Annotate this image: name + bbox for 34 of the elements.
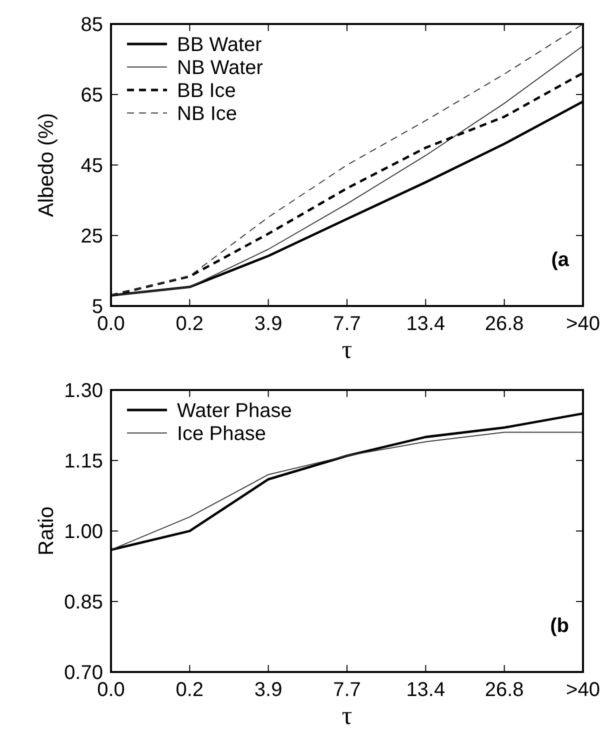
y-tick-label: 85 — [80, 14, 103, 36]
y-tick-label: 1.30 — [64, 380, 103, 402]
x-tick-label: 0.0 — [97, 679, 125, 701]
x-tick-label: 13.4 — [406, 679, 446, 701]
x-tick-label: 0.0 — [97, 313, 125, 335]
x-tick-label: >40 — [566, 679, 600, 701]
y-axis-title: Albedo (%) — [35, 113, 58, 217]
x-tick-label: 26.8 — [484, 313, 524, 335]
x-tick-label: 7.7 — [333, 679, 361, 701]
legend-label: Water Phase — [177, 400, 292, 422]
x-tick-label: >40 — [566, 313, 600, 335]
legend-label: Ice Phase — [177, 423, 266, 445]
y-tick-label: 65 — [80, 84, 103, 106]
legend-label: BB Water — [177, 34, 262, 56]
x-tick-label: 3.9 — [254, 679, 282, 701]
y-tick-label: 25 — [80, 226, 103, 248]
x-tick-label: 0.2 — [176, 313, 204, 335]
y-tick-label: 1.00 — [64, 521, 103, 543]
x-axis-title: τ — [342, 335, 352, 364]
x-tick-label: 26.8 — [484, 679, 524, 701]
x-tick-label: 0.2 — [176, 679, 204, 701]
y-tick-label: 0.85 — [64, 592, 103, 614]
legend-label: NB Water — [177, 57, 264, 79]
x-axis-title: τ — [342, 701, 352, 730]
x-tick-label: 3.9 — [254, 313, 282, 335]
x-tick-label: 7.7 — [333, 313, 361, 335]
y-tick-label: 1.15 — [64, 450, 103, 472]
annotation: (b — [550, 615, 569, 637]
y-axis-title: Ratio — [35, 506, 58, 556]
legend-label: NB Ice — [177, 103, 238, 125]
x-tick-label: 13.4 — [406, 313, 446, 335]
annotation: (a — [551, 249, 570, 271]
y-tick-label: 45 — [80, 155, 103, 177]
legend-label: BB Ice — [177, 80, 236, 102]
